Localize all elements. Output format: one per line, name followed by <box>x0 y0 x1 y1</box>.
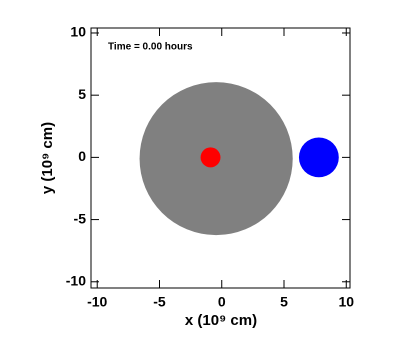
x-tick-label: -5 <box>153 294 166 310</box>
x-tick-label: 5 <box>280 294 288 310</box>
y-tick-label: -10 <box>66 272 86 288</box>
x-tick-label: 10 <box>338 294 354 310</box>
y-tick-label: 0 <box>78 148 86 164</box>
plot-frame <box>90 27 351 289</box>
y-tick-label: -5 <box>74 210 87 226</box>
time-annotation: Time = 0.00 hours <box>108 42 193 53</box>
y-tick-label: 5 <box>78 86 86 102</box>
particle-cloud <box>298 137 339 178</box>
x-tick-label: 0 <box>218 294 226 310</box>
x-tick-label: -10 <box>87 294 107 310</box>
y-axis-label: y (10⁹ cm) <box>39 122 56 194</box>
y-tick-label: 10 <box>70 24 86 40</box>
particle-cloud <box>200 147 221 168</box>
x-axis-label: x (10⁹ cm) <box>185 312 257 329</box>
